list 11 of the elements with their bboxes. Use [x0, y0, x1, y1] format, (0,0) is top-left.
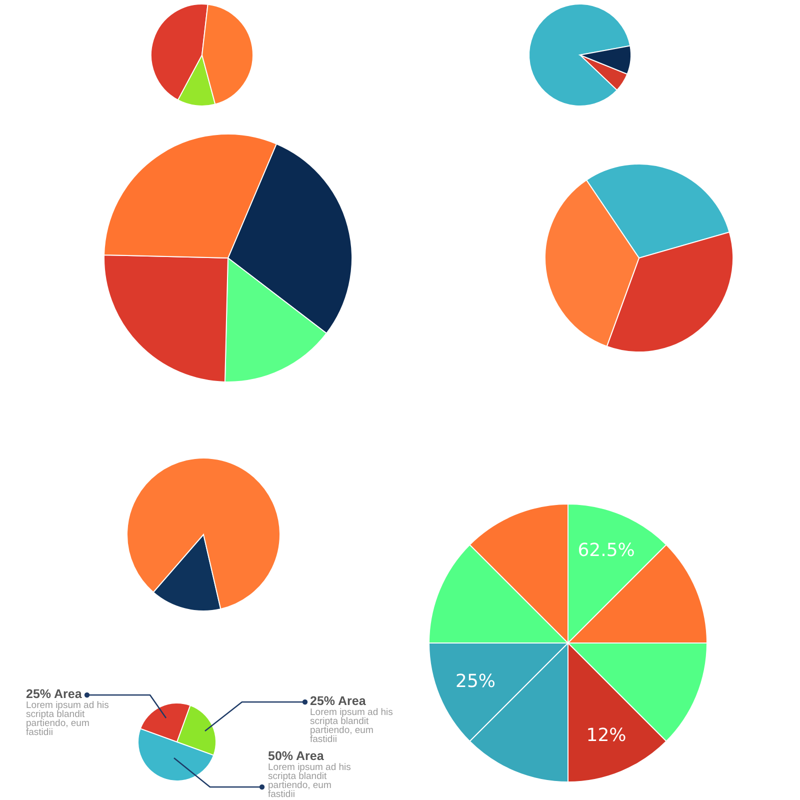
- text: 62.5%: [578, 540, 635, 562]
- pie-slice: [528, 4, 631, 106]
- data-label: 25% Area: [26, 687, 83, 701]
- text: 25%: [456, 670, 496, 692]
- slice-label: Lorem ipsum ad his scripta blandit partiendo, eum fastidii: [26, 700, 110, 738]
- pie-slice: [126, 457, 280, 610]
- data-label: 50% Area: [268, 749, 325, 763]
- data-label: 25% Area: [310, 694, 367, 708]
- slice-label: Lorem ipsum ad his scripta blandit partiendo, eum fastidii: [310, 707, 394, 745]
- text: 12%: [586, 724, 626, 746]
- slice-label: Lorem ipsum ad his scripta blandit partiendo, eum fastidii: [268, 762, 352, 800]
